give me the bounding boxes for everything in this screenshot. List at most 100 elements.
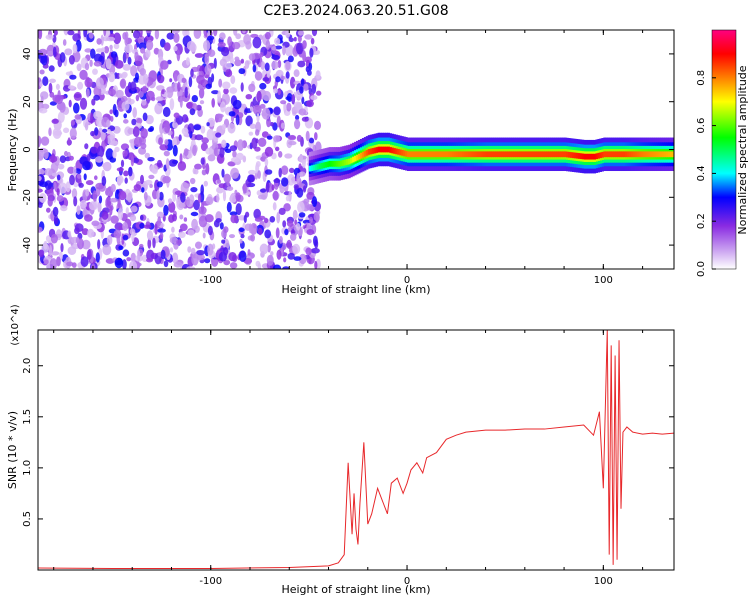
- noise-speckle: [121, 73, 127, 79]
- noise-speckle: [101, 176, 107, 186]
- noise-speckle: [144, 152, 150, 159]
- snr-y-multiplier: (x10^4): [10, 304, 21, 345]
- noise-speckle: [271, 184, 275, 191]
- noise-speckle: [282, 220, 287, 228]
- noise-speckle: [156, 85, 162, 91]
- noise-speckle: [79, 97, 88, 110]
- noise-speckle: [88, 201, 97, 211]
- noise-speckle: [254, 172, 258, 180]
- noise-speckle: [114, 257, 124, 269]
- ridge-cell: [558, 151, 561, 158]
- ridge-cell: [387, 146, 390, 153]
- ridge-cell: [440, 151, 443, 158]
- noise-speckle: [62, 39, 67, 46]
- ridge-cell: [409, 151, 412, 158]
- noise-speckle: [145, 49, 151, 58]
- ridge-cell: [491, 151, 494, 158]
- noise-speckle: [172, 144, 178, 157]
- noise-speckle: [133, 184, 142, 192]
- noise-speckle: [178, 231, 186, 239]
- noise-speckle: [172, 252, 179, 264]
- noise-speckle: [43, 149, 49, 160]
- noise-speckle: [106, 134, 116, 146]
- noise-speckle: [271, 54, 280, 60]
- noise-speckle: [118, 245, 124, 250]
- noise-speckle: [309, 216, 314, 224]
- noise-speckle: [48, 155, 58, 163]
- noise-speckle: [295, 114, 300, 121]
- ridge-cell: [664, 151, 667, 158]
- noise-speckle: [295, 223, 301, 231]
- snr-y-ticks: 0.5 1.0 1.5 2.0: [22, 358, 674, 527]
- noise-speckle: [43, 259, 49, 265]
- noise-speckle: [38, 48, 48, 56]
- noise-speckle: [84, 48, 92, 53]
- y-tick-label: 40: [22, 48, 33, 61]
- ridge-cell: [634, 151, 638, 158]
- noise-speckle: [52, 46, 57, 58]
- noise-speckle: [257, 170, 261, 179]
- noise-speckle: [48, 127, 52, 137]
- noise-speckle: [116, 167, 124, 172]
- noise-speckle: [196, 254, 205, 261]
- ridge-cell: [668, 151, 671, 158]
- ridge-cell: [662, 151, 665, 158]
- noise-speckle: [90, 48, 96, 59]
- ridge-cell: [528, 151, 532, 158]
- noise-speckle: [286, 239, 292, 249]
- noise-speckle: [109, 206, 113, 216]
- noise-speckle: [47, 197, 53, 207]
- ridge-cell: [338, 160, 341, 167]
- ridge-cell: [373, 147, 377, 154]
- noise-speckle: [316, 90, 322, 96]
- ridge-cell: [418, 151, 422, 158]
- noise-speckle: [248, 53, 256, 61]
- noise-speckle: [174, 190, 183, 195]
- noise-speckle: [120, 159, 125, 168]
- noise-speckle: [271, 60, 279, 70]
- noise-speckle: [223, 88, 229, 95]
- noise-speckle: [200, 201, 205, 213]
- noise-speckle: [259, 51, 264, 58]
- ridge-cell: [432, 151, 436, 158]
- noise-speckle: [108, 71, 116, 83]
- noise-speckle: [97, 239, 101, 250]
- noise-speckle: [303, 198, 310, 204]
- noise-speckle: [273, 135, 281, 143]
- noise-speckle: [139, 68, 146, 76]
- ridge-cell: [467, 151, 471, 158]
- noise-speckle: [267, 244, 271, 253]
- ridge-cell: [454, 151, 457, 158]
- noise-speckle: [146, 258, 153, 263]
- x-tick-label: 100: [594, 275, 613, 286]
- noise-speckle: [287, 135, 296, 140]
- noise-speckle: [215, 132, 222, 138]
- noise-speckle: [313, 212, 320, 221]
- noise-speckle: [221, 139, 227, 148]
- noise-speckle: [205, 196, 214, 205]
- noise-speckle: [154, 102, 163, 115]
- noise-speckle: [219, 147, 225, 158]
- noise-speckle: [275, 146, 280, 152]
- noise-speckle: [68, 155, 74, 161]
- noise-speckle: [296, 134, 302, 142]
- noise-speckle: [263, 217, 269, 224]
- noise-speckle: [223, 247, 229, 256]
- noise-speckle: [179, 153, 183, 164]
- ridge-cell: [534, 151, 538, 158]
- noise-speckle: [213, 30, 218, 37]
- noise-speckle: [205, 163, 210, 175]
- noise-speckle: [290, 233, 297, 241]
- noise-speckle: [201, 137, 209, 144]
- noise-speckle: [235, 203, 242, 216]
- noise-speckle: [140, 174, 144, 185]
- noise-speckle: [278, 151, 283, 158]
- noise-speckle: [248, 169, 256, 175]
- ridge-cell: [479, 151, 483, 158]
- noise-speckle: [309, 47, 314, 58]
- spectrogram-x-axis-label: Height of straight line (km): [281, 283, 430, 296]
- noise-speckle: [205, 147, 214, 155]
- noise-speckle: [55, 83, 60, 90]
- noise-speckle: [275, 76, 281, 83]
- noise-speckle: [304, 34, 313, 40]
